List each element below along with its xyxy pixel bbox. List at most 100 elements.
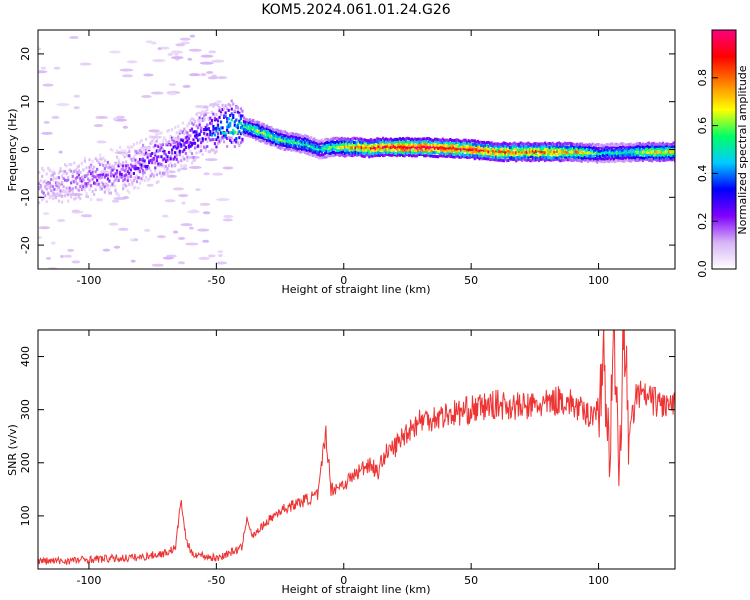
spectrum-cell [372,146,376,150]
spectrum-cell [544,144,547,148]
spectrum-cell [565,153,568,157]
spectrum-cell [472,145,475,149]
spectrum-cell [386,151,389,155]
spectrum-cell [82,185,85,189]
spectrum-speckle [161,214,169,218]
spectrum-cell [577,147,580,151]
spectrum-cell [60,181,64,185]
spectrum-cell [91,189,94,193]
spectrum-cell [588,142,591,146]
spectrum-cell [354,137,357,141]
spectrum-cell [310,146,313,150]
spectrum-cell [273,128,276,132]
spectrum-cell [83,156,87,160]
spectrum-cell [536,144,539,148]
spectrum-cell [340,146,343,150]
spectrum-cell [299,146,302,150]
spectrum-cell [204,148,207,152]
spectrum-cell [646,153,649,157]
spectrum-cell [229,138,232,142]
spectrum-cell [322,153,325,157]
spectrum-cell [265,124,268,128]
spectrum-cell [247,128,250,132]
spectrum-cell [189,128,192,132]
spectrum-cell [472,150,475,154]
spectrum-cell [216,103,220,107]
spectrum-cell [119,162,122,166]
spectrum-cell [115,175,119,179]
spectrum-cell [79,177,82,181]
spectrum-cell [79,197,82,201]
spectrum-cell [51,197,54,201]
spectrum-cell [363,138,366,142]
spectrum-cell [239,117,243,121]
spectrum-cell [450,139,453,143]
spectrum-cell [617,158,620,162]
spectrum-cell [629,145,632,149]
spectrum-cell [164,153,168,157]
spectrum-cell [112,165,116,169]
spectrum-cell [241,124,244,128]
spectrum-cell [618,158,622,162]
spectrum-cell [492,155,495,159]
spectrum-cell [573,150,576,154]
spectrum-cell [570,155,573,159]
spectrum-cell [210,110,213,114]
spectrum-cell [365,151,368,155]
spectrum-cell [345,142,348,146]
spectrum-cell [629,159,632,163]
spectrum-cell [412,148,415,152]
spectrum-cell [498,145,501,149]
spectrum-cell [522,142,525,146]
spectrum-cell [281,130,284,134]
spectrum-speckle [157,47,162,51]
spectrum-cell [103,167,106,171]
spectrum-cell [559,159,562,163]
spectrum-cell [288,132,291,136]
spectrum-cell [495,152,498,156]
spectrum-cell [559,144,562,148]
spectrum-cell [154,144,157,148]
spectrum-speckle [160,46,170,50]
spectrum-cell [516,142,519,146]
spectrum-speckle [96,140,107,144]
spectrum-cell [60,200,64,204]
spectrum-cell [464,142,467,146]
spectrum-cell [215,149,218,153]
spectrum-cell [281,132,284,136]
spectrum-cell [452,149,455,153]
spectrum-cell [80,179,84,183]
spectrum-cell [285,133,288,137]
spectrum-speckle [222,218,234,222]
spectrum-cell [421,149,424,153]
spectrum-cell [45,187,48,191]
spectrum-cell [325,151,328,155]
spectrum-speckle [215,198,230,202]
spectrum-cell [563,153,567,157]
spectrum-cell [242,116,246,120]
spectrum-cell [226,107,229,111]
spectrum-speckle [200,54,214,58]
spectrum-cell [340,140,343,144]
snr-marks [38,330,675,565]
spectrum-cell [151,158,154,162]
spectrum-cell [502,144,505,148]
spectrum-cell [117,179,120,183]
spectrum-cell [438,143,441,147]
spectrum-cell [623,152,626,156]
spectrum-cell [632,146,635,150]
spectrum-cell [339,154,342,158]
spectrum-cell [109,148,113,152]
spectrum-speckle [188,165,202,169]
spectrum-cell [79,184,82,188]
spectrum-cell [485,154,489,158]
spectrum-cell [171,151,174,155]
spectrum-cell [537,147,541,151]
spectrum-cell [258,126,261,130]
spectrum-cell [183,164,186,168]
spectrum-speckle [186,210,200,214]
spectrum-speckle [50,241,56,245]
spectrum-cell [216,135,220,139]
spectrum-cell [177,142,180,146]
spectrum-cell [414,143,417,147]
